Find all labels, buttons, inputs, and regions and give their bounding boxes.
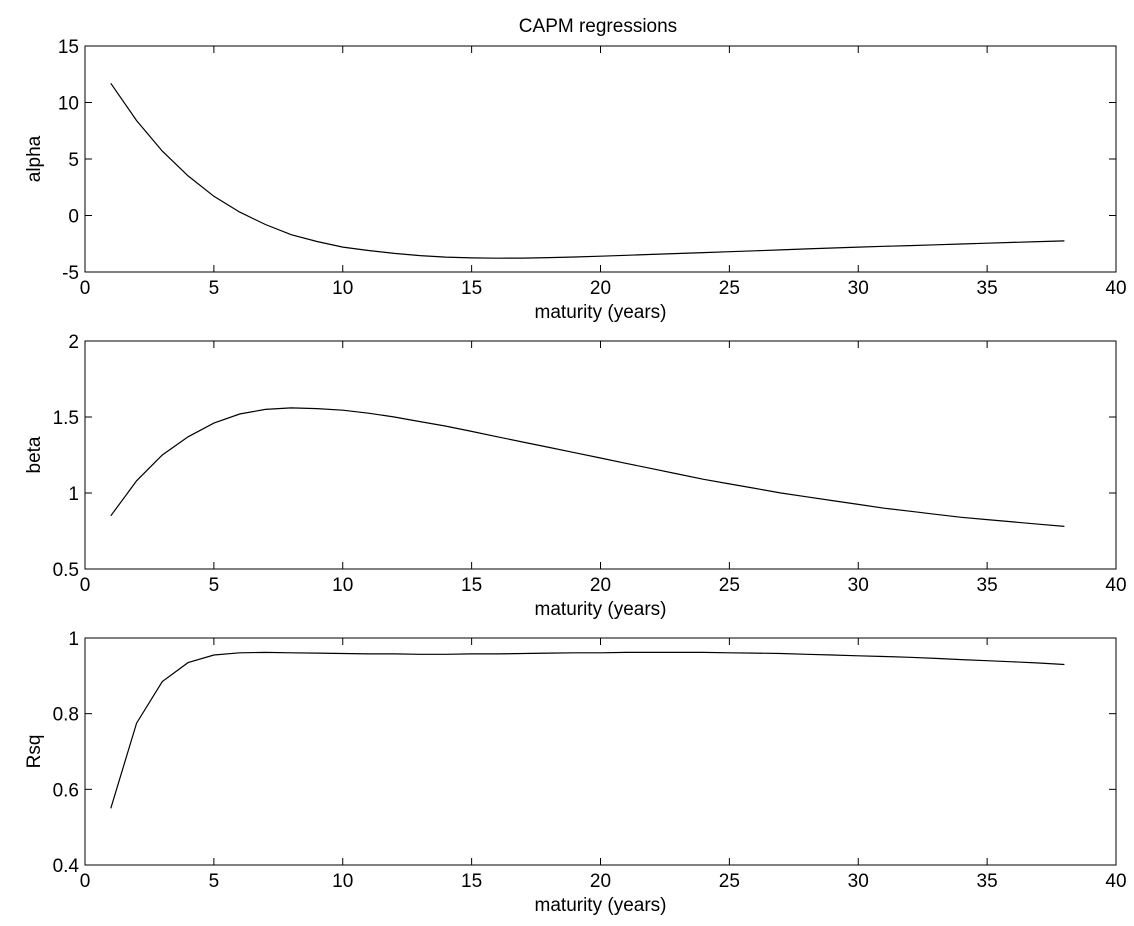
rsq-y-tick-label: 0.4 bbox=[53, 856, 80, 877]
alpha-y-tick-labels: -5 0 5 10 15 bbox=[58, 37, 79, 284]
alpha-tick-marks bbox=[84, 45, 1117, 273]
alpha-x-tick-label: 0 bbox=[80, 278, 91, 299]
beta-panel: 0 5 10 15 20 25 30 35 40 0.5 1 1.5 2 maturity (year… bbox=[24, 332, 1127, 620]
rsq-x-tick-label: 10 bbox=[332, 871, 353, 892]
beta-x-axis-label: maturity (years) bbox=[535, 599, 667, 620]
alpha-y-tick-label: 5 bbox=[68, 150, 79, 171]
rsq-y-tick-label: 1 bbox=[68, 629, 79, 650]
rsq-x-tick-label: 20 bbox=[590, 871, 611, 892]
rsq-x-tick-label: 35 bbox=[977, 871, 998, 892]
rsq-y-tick-label: 0.8 bbox=[53, 705, 79, 726]
alpha-x-tick-label: 15 bbox=[461, 278, 482, 299]
alpha-y-tick-label: 0 bbox=[68, 207, 79, 228]
beta-x-tick-label: 5 bbox=[209, 575, 220, 596]
alpha-x-tick-label: 30 bbox=[848, 278, 869, 299]
beta-x-tick-label: 30 bbox=[848, 575, 869, 596]
rsq-x-tick-label: 0 bbox=[80, 871, 91, 892]
rsq-axes-box bbox=[84, 637, 1117, 866]
beta-y-tick-labels: 0.5 1 1.5 2 bbox=[53, 332, 79, 581]
beta-x-tick-label: 15 bbox=[461, 575, 482, 596]
alpha-x-tick-label: 25 bbox=[719, 278, 740, 299]
rsq-panel: 0 5 10 15 20 25 30 35 40 0.4 0.6 0.8 1 maturity (ye… bbox=[24, 629, 1127, 916]
figure-title: CAPM regressions bbox=[519, 16, 677, 37]
beta-axes-box bbox=[84, 340, 1117, 570]
beta-x-tick-label: 20 bbox=[590, 575, 611, 596]
rsq-x-tick-label: 25 bbox=[719, 871, 740, 892]
rsq-series-line bbox=[110, 651, 1065, 809]
beta-y-tick-label: 1.5 bbox=[53, 408, 79, 429]
beta-tick-marks bbox=[84, 340, 1117, 570]
rsq-x-axis-label: maturity (years) bbox=[535, 895, 667, 916]
rsq-x-tick-label: 15 bbox=[461, 871, 482, 892]
rsq-x-tick-label: 40 bbox=[1105, 871, 1126, 892]
alpha-x-tick-labels: 0 5 10 15 20 25 30 35 40 bbox=[80, 278, 1127, 299]
beta-x-tick-label: 35 bbox=[977, 575, 998, 596]
rsq-x-tick-labels: 0 5 10 15 20 25 30 35 40 bbox=[80, 871, 1127, 892]
alpha-y-axis-label: alpha bbox=[24, 135, 45, 182]
alpha-x-tick-label: 20 bbox=[590, 278, 611, 299]
alpha-x-tick-label: 40 bbox=[1105, 278, 1126, 299]
alpha-x-tick-label: 10 bbox=[332, 278, 353, 299]
beta-x-tick-labels: 0 5 10 15 20 25 30 35 40 bbox=[80, 575, 1127, 596]
alpha-x-axis-label: maturity (years) bbox=[535, 302, 667, 323]
beta-x-tick-label: 25 bbox=[719, 575, 740, 596]
beta-y-tick-label: 1 bbox=[68, 484, 79, 505]
rsq-y-tick-label: 0.6 bbox=[53, 780, 79, 801]
alpha-y-tick-label: -5 bbox=[62, 263, 79, 284]
beta-y-tick-label: 2 bbox=[68, 332, 79, 353]
beta-x-tick-label: 0 bbox=[80, 575, 91, 596]
beta-series-line bbox=[110, 407, 1065, 527]
rsq-x-tick-label: 5 bbox=[209, 871, 220, 892]
alpha-x-tick-label: 5 bbox=[209, 278, 220, 299]
rsq-tick-marks bbox=[84, 637, 1117, 866]
alpha-y-tick-label: 10 bbox=[58, 94, 79, 115]
alpha-y-tick-label: 15 bbox=[58, 37, 79, 58]
rsq-x-tick-label: 30 bbox=[848, 871, 869, 892]
rsq-y-axis-label: Rsq bbox=[24, 735, 45, 769]
alpha-axes-box bbox=[84, 45, 1117, 273]
beta-y-axis-label: beta bbox=[24, 436, 45, 473]
beta-y-tick-label: 0.5 bbox=[53, 560, 79, 581]
rsq-y-tick-labels: 0.4 0.6 0.8 1 bbox=[53, 629, 80, 877]
alpha-series-line bbox=[110, 82, 1065, 259]
beta-x-tick-label: 40 bbox=[1105, 575, 1126, 596]
alpha-x-tick-label: 35 bbox=[977, 278, 998, 299]
beta-x-tick-label: 10 bbox=[332, 575, 353, 596]
